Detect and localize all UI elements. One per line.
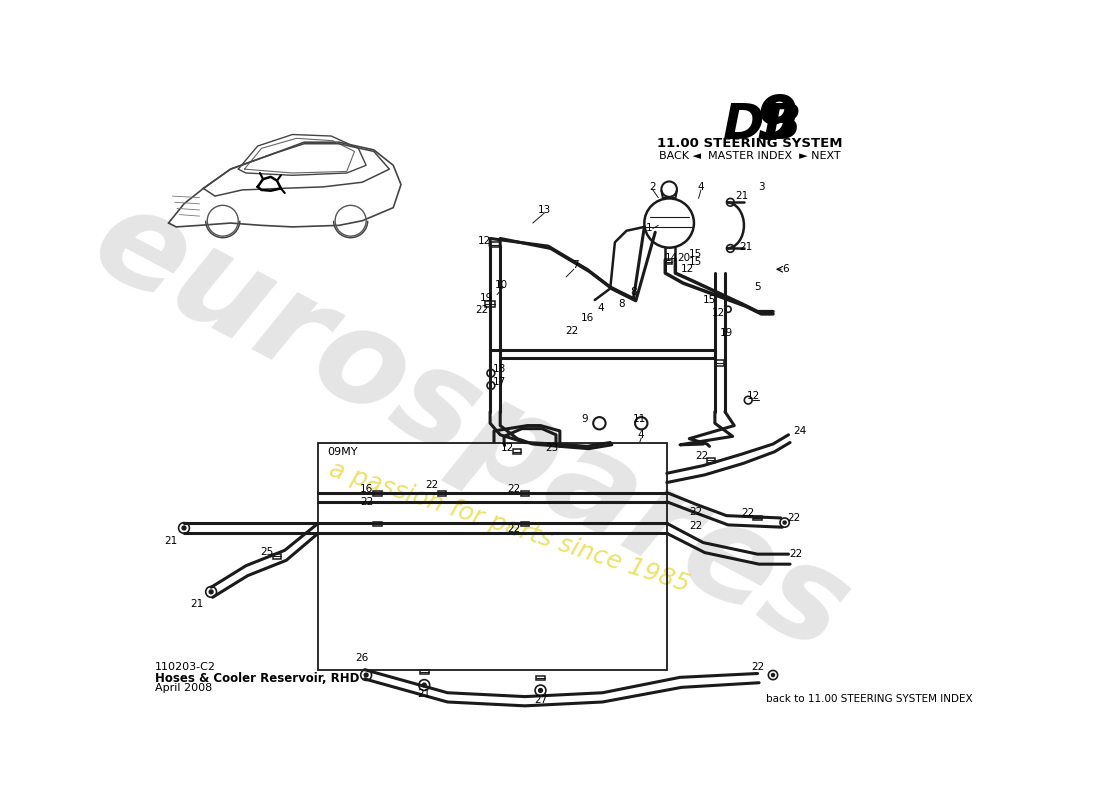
Text: 23: 23 [546, 443, 559, 453]
Text: 12: 12 [712, 308, 725, 318]
Bar [520, 522, 529, 526]
Text: 15: 15 [703, 295, 716, 305]
Text: 21: 21 [190, 599, 204, 610]
Text: 19: 19 [719, 328, 733, 338]
Bar [420, 670, 429, 674]
Bar [273, 554, 282, 558]
Bar [715, 361, 724, 366]
Text: 22: 22 [507, 524, 520, 534]
Text: 8: 8 [630, 287, 637, 298]
Text: 7: 7 [572, 261, 579, 270]
Bar [374, 522, 382, 526]
Text: 15: 15 [689, 249, 702, 259]
Bar [706, 458, 715, 462]
Text: 19: 19 [480, 293, 493, 302]
Text: 25: 25 [261, 547, 274, 557]
Circle shape [771, 674, 774, 677]
Text: 22: 22 [741, 507, 755, 518]
Bar [485, 302, 495, 306]
Bar [754, 516, 762, 520]
Text: 6: 6 [782, 264, 789, 274]
Text: 21: 21 [736, 191, 749, 201]
Circle shape [209, 590, 213, 594]
Circle shape [783, 521, 786, 524]
Text: 22: 22 [426, 480, 439, 490]
Text: 22: 22 [790, 549, 803, 559]
Text: 22: 22 [565, 326, 579, 336]
Text: 5: 5 [755, 282, 761, 292]
Bar [491, 242, 501, 247]
Bar [536, 676, 544, 681]
Circle shape [539, 689, 542, 692]
Text: DB: DB [723, 102, 802, 150]
Text: 4: 4 [638, 430, 645, 440]
Text: 9: 9 [756, 93, 798, 152]
Text: 24: 24 [793, 426, 806, 436]
Text: BACK ◄  MASTER INDEX  ► NEXT: BACK ◄ MASTER INDEX ► NEXT [659, 151, 840, 161]
Text: 13: 13 [538, 205, 551, 215]
Text: 22: 22 [751, 662, 764, 672]
Text: 16: 16 [361, 484, 374, 494]
Text: 4: 4 [697, 182, 704, 192]
Text: 14: 14 [664, 253, 678, 262]
Circle shape [364, 673, 368, 677]
Text: 8: 8 [618, 299, 625, 309]
Text: Hoses & Cooler Reservoir, RHD: Hoses & Cooler Reservoir, RHD [154, 672, 359, 685]
Text: April 2008: April 2008 [154, 682, 212, 693]
Text: 16: 16 [581, 313, 594, 322]
Text: 11: 11 [634, 414, 647, 424]
Circle shape [422, 683, 426, 687]
Text: 2: 2 [650, 182, 657, 192]
Circle shape [183, 526, 186, 530]
Bar [318, 442, 667, 670]
Bar [438, 491, 447, 496]
Text: 18: 18 [493, 364, 506, 374]
Text: 22: 22 [689, 507, 702, 517]
Text: 15: 15 [689, 257, 702, 266]
Text: 17: 17 [493, 378, 506, 387]
Text: 20: 20 [678, 253, 691, 262]
Text: 21: 21 [418, 689, 431, 698]
Text: 27: 27 [534, 694, 547, 705]
Text: 4: 4 [597, 302, 604, 313]
Text: 09MY: 09MY [328, 446, 359, 457]
Text: back to 11.00 STEERING SYSTEM INDEX: back to 11.00 STEERING SYSTEM INDEX [767, 694, 974, 704]
Text: 21: 21 [164, 536, 177, 546]
Text: 1: 1 [646, 223, 652, 234]
Text: 12: 12 [478, 236, 492, 246]
Text: 12: 12 [747, 391, 760, 402]
Text: 3: 3 [758, 182, 764, 192]
Text: 22: 22 [361, 497, 374, 506]
Text: 22: 22 [689, 521, 702, 530]
Text: a passion for parts since 1985: a passion for parts since 1985 [327, 458, 693, 597]
Text: 22: 22 [788, 513, 801, 523]
Bar [374, 491, 382, 496]
Text: 22: 22 [507, 484, 520, 494]
Bar [664, 259, 672, 264]
Bar [520, 491, 529, 496]
Text: 9: 9 [582, 414, 588, 424]
Bar [514, 450, 521, 454]
Text: eurospares: eurospares [73, 175, 869, 679]
Text: 110203-C2: 110203-C2 [154, 662, 216, 672]
Text: 26: 26 [355, 653, 368, 663]
Text: 12: 12 [500, 443, 514, 453]
Text: 11.00 STEERING SYSTEM: 11.00 STEERING SYSTEM [657, 138, 843, 150]
Text: 12: 12 [681, 264, 694, 274]
Text: 22: 22 [695, 450, 708, 461]
Text: 21: 21 [739, 242, 752, 252]
Text: 22: 22 [475, 305, 490, 315]
Text: 10: 10 [495, 280, 508, 290]
